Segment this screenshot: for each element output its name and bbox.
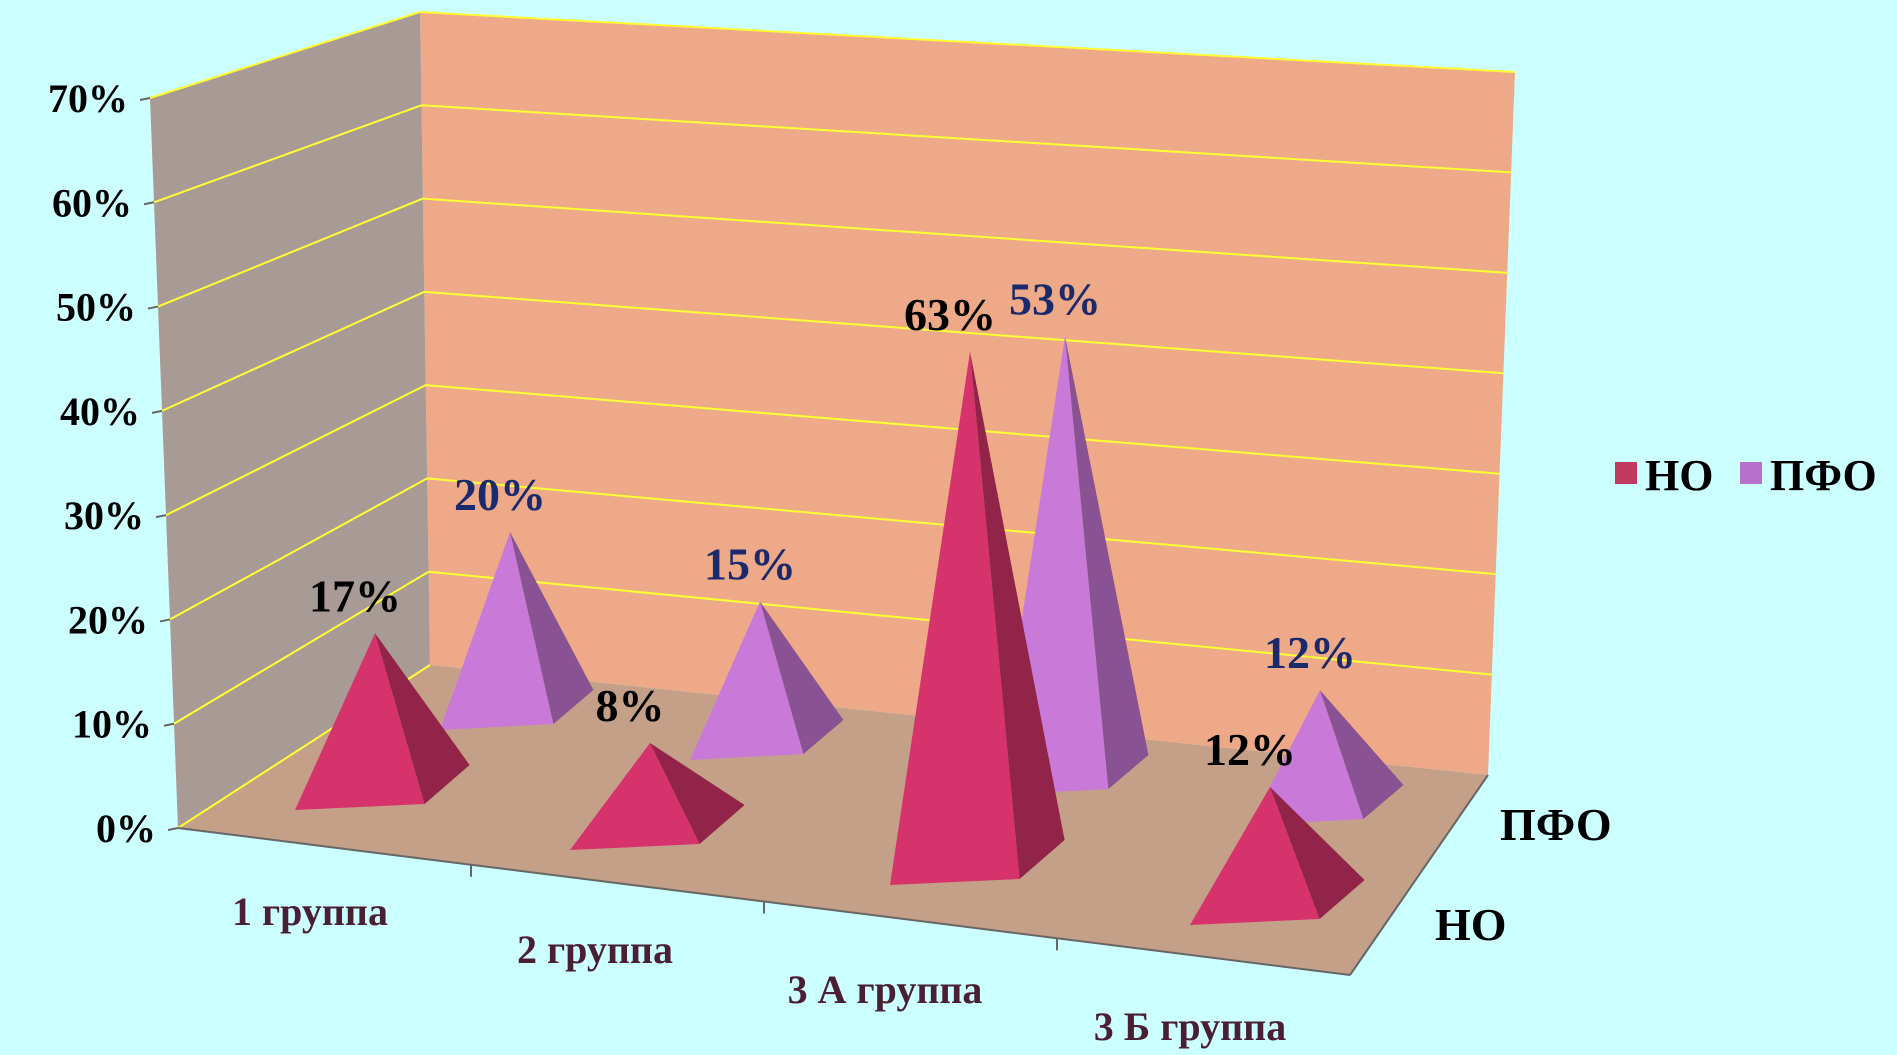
y-tick-mark bbox=[163, 722, 175, 727]
pyramid-front-face bbox=[1250, 690, 1364, 825]
pyramid-front-face bbox=[890, 351, 1020, 885]
depth-label-pfo: ПФО bbox=[1500, 799, 1612, 850]
x-tick-label: 1 группа bbox=[232, 889, 388, 934]
pyramid-side-face bbox=[1270, 787, 1365, 919]
pyramid-side-face bbox=[760, 601, 844, 754]
x-tick-label: 3 А группа bbox=[788, 967, 983, 1012]
data-label: 12% bbox=[1264, 627, 1356, 678]
pyramid bbox=[690, 601, 844, 760]
pyramid-side-face bbox=[510, 532, 594, 724]
y-tick-mark bbox=[139, 97, 151, 101]
pyramid bbox=[570, 743, 745, 850]
gridline-side bbox=[157, 197, 424, 308]
pyramid-side-face bbox=[375, 633, 470, 804]
gridline-side bbox=[161, 290, 425, 412]
pyramid-front-face bbox=[1190, 787, 1320, 925]
gridline-side bbox=[165, 384, 427, 517]
legend: НО ПФО bbox=[1615, 451, 1877, 500]
legend-swatch-no bbox=[1615, 462, 1637, 484]
y-tick-mark bbox=[167, 827, 179, 831]
gridline-back bbox=[422, 197, 1508, 274]
legend-label-no: НО bbox=[1645, 451, 1713, 500]
x-tick-label: 3 Б группа bbox=[1094, 1004, 1286, 1049]
pyramid-front-face bbox=[295, 633, 425, 810]
y-tick-label: 60% bbox=[52, 180, 132, 225]
pyramid-front-face bbox=[690, 601, 804, 760]
y-tick-mark bbox=[147, 305, 159, 310]
y-tick-label: 0% bbox=[96, 806, 156, 851]
pyramid bbox=[1190, 787, 1365, 925]
pyramid-side-face bbox=[970, 351, 1065, 879]
side-wall bbox=[150, 12, 430, 828]
legend-label-pfo: ПФО bbox=[1770, 451, 1877, 500]
y-tick-mark bbox=[151, 409, 163, 414]
y-tick-label: 40% bbox=[60, 389, 140, 434]
pyramids bbox=[295, 336, 1404, 925]
data-label: 53% bbox=[1009, 273, 1101, 324]
y-tick-label: 50% bbox=[56, 285, 136, 330]
pyramid bbox=[295, 633, 470, 810]
x-tick-label: 2 группа bbox=[517, 927, 673, 972]
y-tick-label: 10% bbox=[72, 702, 152, 747]
pyramid-front-face bbox=[570, 743, 700, 850]
gridline-back bbox=[419, 11, 1516, 73]
floor bbox=[178, 665, 1488, 975]
data-label: 12% bbox=[1204, 724, 1296, 775]
data-label: 15% bbox=[704, 539, 796, 590]
data-label: 63% bbox=[904, 289, 996, 340]
data-labels: 20% 15% 53% 12% 17% 8% 63% 12% bbox=[309, 273, 1356, 775]
gridline-back bbox=[424, 290, 1504, 375]
data-label: 8% bbox=[596, 680, 665, 731]
legend-swatch-pfo bbox=[1740, 462, 1762, 484]
gridline-side bbox=[153, 104, 422, 204]
pyramid bbox=[440, 532, 594, 730]
y-axis-ticks: 0% 10% 20% 30% 40% 50% 60% 70% bbox=[48, 76, 179, 851]
pyramid-side-face bbox=[650, 743, 745, 844]
gridline-side bbox=[169, 477, 428, 621]
y-tick-label: 20% bbox=[68, 597, 148, 642]
y-tick-label: 30% bbox=[64, 493, 144, 538]
y-tick-mark bbox=[159, 618, 171, 623]
pyramid bbox=[890, 351, 1065, 885]
y-tick-mark bbox=[155, 514, 167, 519]
pyramid-side-face bbox=[1320, 690, 1404, 819]
gridline-side bbox=[149, 11, 421, 99]
gridline-back bbox=[421, 104, 1512, 174]
gridline-side bbox=[173, 570, 430, 725]
y-tick-label: 70% bbox=[48, 76, 128, 121]
data-label: 17% bbox=[309, 570, 401, 621]
depth-label-no: НО bbox=[1435, 899, 1507, 950]
y-tick-mark bbox=[143, 201, 155, 206]
pyramid-front-face bbox=[440, 532, 554, 730]
x-axis-ticks: 1 группа 2 группа 3 А группа 3 Б группа bbox=[232, 864, 1286, 1049]
pyramid-side-face bbox=[1065, 336, 1149, 789]
pyramid bbox=[1250, 690, 1404, 825]
data-label: 20% bbox=[454, 469, 546, 520]
